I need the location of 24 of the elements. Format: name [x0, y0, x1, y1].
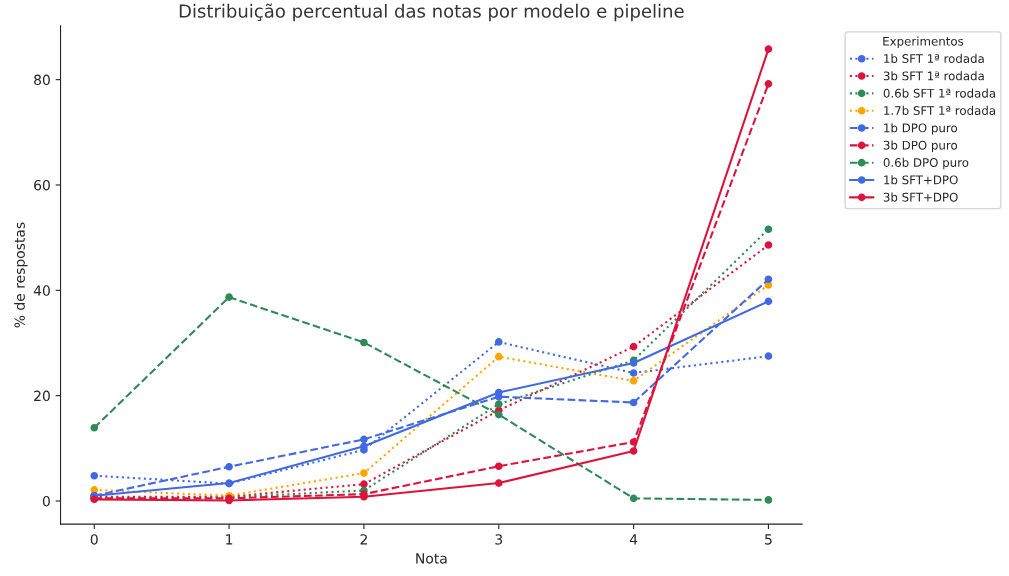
chart-title: Distribuição percentual das notas por modelo e pipeline	[179, 3, 684, 22]
y-tick-label: 40	[33, 285, 50, 296]
legend-label: 1b DPO puro	[884, 123, 958, 135]
legend-label: 1b SFT+DPO	[884, 175, 958, 185]
x-tick-label: 3	[495, 534, 503, 545]
legend-label: 0.6b DPO puro	[883, 157, 969, 170]
legend-label: 1.7b SFT 1ª rodada	[884, 105, 995, 115]
x-tick-label: 5	[765, 534, 772, 545]
y-tick-label: 20	[34, 390, 50, 402]
x-tick-label: 2	[360, 534, 367, 545]
y-tick-label: 60	[34, 179, 50, 191]
legend-label: 1b SFT 1ª rodada	[884, 53, 984, 64]
x-axis-title: Nota	[416, 553, 447, 564]
x-tick-label: 1	[226, 534, 233, 545]
legend-label: 0.6b SFT 1ª rodada	[883, 88, 995, 98]
x-tick-label: 4	[629, 534, 638, 545]
x-tick-label: 0	[90, 534, 98, 545]
legend-label: 3b SFT+DPO	[883, 192, 958, 202]
y-axis-title: % de respostas	[14, 222, 28, 328]
legend-title: Experimentos	[883, 36, 964, 48]
y-tick-label: 80	[34, 74, 50, 86]
legend-label: 3b DPO puro	[883, 140, 958, 152]
y-tick-label: 0	[42, 495, 50, 507]
legend-label: 3b SFT 1ª rodada	[883, 71, 984, 81]
